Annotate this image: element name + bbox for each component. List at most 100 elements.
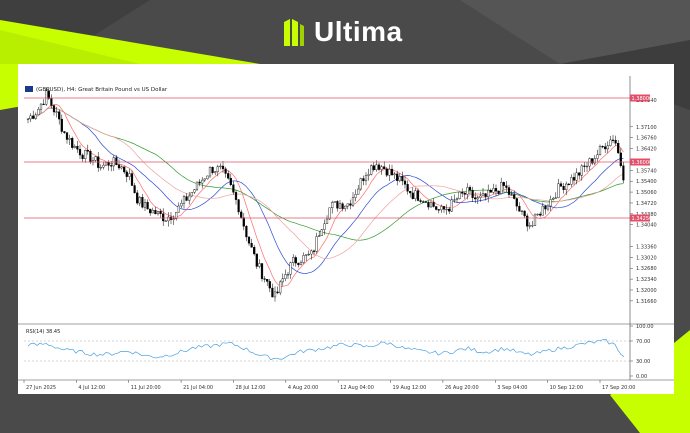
candle-body: [89, 151, 92, 163]
candle-body: [341, 203, 344, 209]
candle-body: [445, 208, 448, 211]
candle-body: [383, 166, 386, 170]
brand-logo: Ultima: [282, 14, 403, 50]
candle-body: [60, 118, 63, 132]
candle-body: [471, 189, 474, 198]
candle-body: [598, 145, 602, 155]
x-tick-label: 19 Aug 12:00: [393, 385, 427, 391]
candle-body: [489, 189, 492, 193]
candle-body: [78, 149, 82, 156]
chart-title: (GBPUSD), H4: Great Britain Pound vs US …: [36, 87, 168, 93]
candle-body: [208, 166, 212, 177]
candle-body: [203, 178, 206, 181]
candle-body: [206, 175, 209, 180]
x-tick-label: 17 Sep 20:00: [602, 385, 635, 391]
candle-body: [190, 191, 193, 197]
candle-body: [377, 164, 381, 170]
candle-body: [102, 164, 105, 168]
candle-body: [614, 140, 617, 144]
candle-body: [552, 197, 555, 200]
level-tag-label: 1.34250: [632, 216, 653, 222]
candle-body: [448, 208, 451, 212]
candle-body: [487, 189, 490, 198]
candle-body: [554, 197, 557, 199]
candle-body: [393, 173, 396, 176]
candle-body: [518, 205, 521, 212]
candle-body: [476, 197, 479, 200]
candle-body: [237, 199, 240, 213]
candle-body: [437, 209, 440, 211]
candle-body: [346, 203, 349, 207]
candle-body: [455, 198, 459, 200]
candle-body: [177, 205, 180, 213]
candle-body: [583, 165, 586, 167]
y-tick-label: 1.31660: [636, 299, 657, 305]
candle-body: [94, 156, 97, 161]
candle-body: [245, 226, 248, 238]
candle-body: [375, 164, 378, 171]
level-tag: [630, 94, 650, 102]
candle-body: [286, 274, 290, 276]
candle-body: [123, 166, 126, 173]
candle-body: [138, 197, 141, 204]
y-tick-label: 1.36760: [636, 136, 657, 142]
candle-body: [182, 196, 186, 204]
candle-body: [575, 172, 578, 181]
ma-line: [27, 104, 624, 287]
candle-body: [354, 194, 357, 198]
candle-body: [52, 105, 56, 113]
y-tick-label: 1.32340: [636, 277, 657, 283]
candle-body: [180, 202, 183, 207]
candle-body: [388, 168, 391, 176]
candle-body: [442, 206, 446, 210]
candle-body: [320, 229, 323, 236]
x-tick-label: 21 Jul 04:00: [183, 385, 213, 391]
candle-body: [32, 115, 35, 119]
ma-line: [27, 107, 624, 241]
candle-body: [281, 278, 284, 283]
candle-body: [65, 132, 69, 140]
rsi-tick-label: 100.00: [636, 324, 654, 330]
candle-body: [37, 109, 40, 116]
candle-body: [193, 189, 196, 193]
candle-body: [562, 186, 565, 190]
candle-body: [276, 291, 279, 294]
x-tick-label: 10 Sep 12:00: [550, 385, 583, 391]
candle-body: [201, 179, 204, 184]
candle-body: [570, 177, 573, 185]
candle-body: [292, 257, 295, 263]
candle-body: [104, 162, 108, 166]
candle-body: [526, 215, 529, 227]
candle-body: [164, 220, 167, 222]
candle-body: [450, 199, 453, 212]
rsi-tick-label: 30.00: [636, 359, 650, 365]
level-tag-label: 1.38000: [632, 96, 653, 102]
y-tick-label: 1.32000: [636, 288, 657, 294]
candle-body: [429, 202, 433, 208]
candle-body: [216, 166, 219, 172]
ma-line: [27, 107, 624, 260]
candle-body: [29, 115, 32, 120]
candle-body: [461, 191, 464, 194]
axes: 1.379401.371001.367601.364201.357401.354…: [18, 76, 674, 391]
candle-body: [86, 150, 89, 152]
level-tag-label: 1.36000: [632, 160, 653, 166]
x-tick-label: 4 Jul 12:00: [78, 385, 105, 391]
rsi-tick-label: 70.00: [636, 339, 650, 345]
candle-body: [125, 171, 128, 177]
x-tick-label: 3 Sep 04:00: [497, 385, 527, 391]
candle-body: [362, 178, 365, 182]
y-tick-label: 1.35060: [636, 190, 657, 196]
candle-body: [591, 158, 594, 164]
candle-body: [273, 291, 277, 298]
brand-name: Ultima: [314, 16, 403, 47]
candle-body: [242, 217, 245, 227]
candle-body: [557, 183, 560, 199]
candle-body: [107, 162, 110, 166]
candle-body: [315, 236, 318, 252]
candle-body: [531, 225, 534, 227]
candle-body: [541, 205, 544, 216]
candle-body: [357, 188, 360, 195]
candle-body: [567, 183, 570, 186]
candle-body: [479, 195, 482, 198]
